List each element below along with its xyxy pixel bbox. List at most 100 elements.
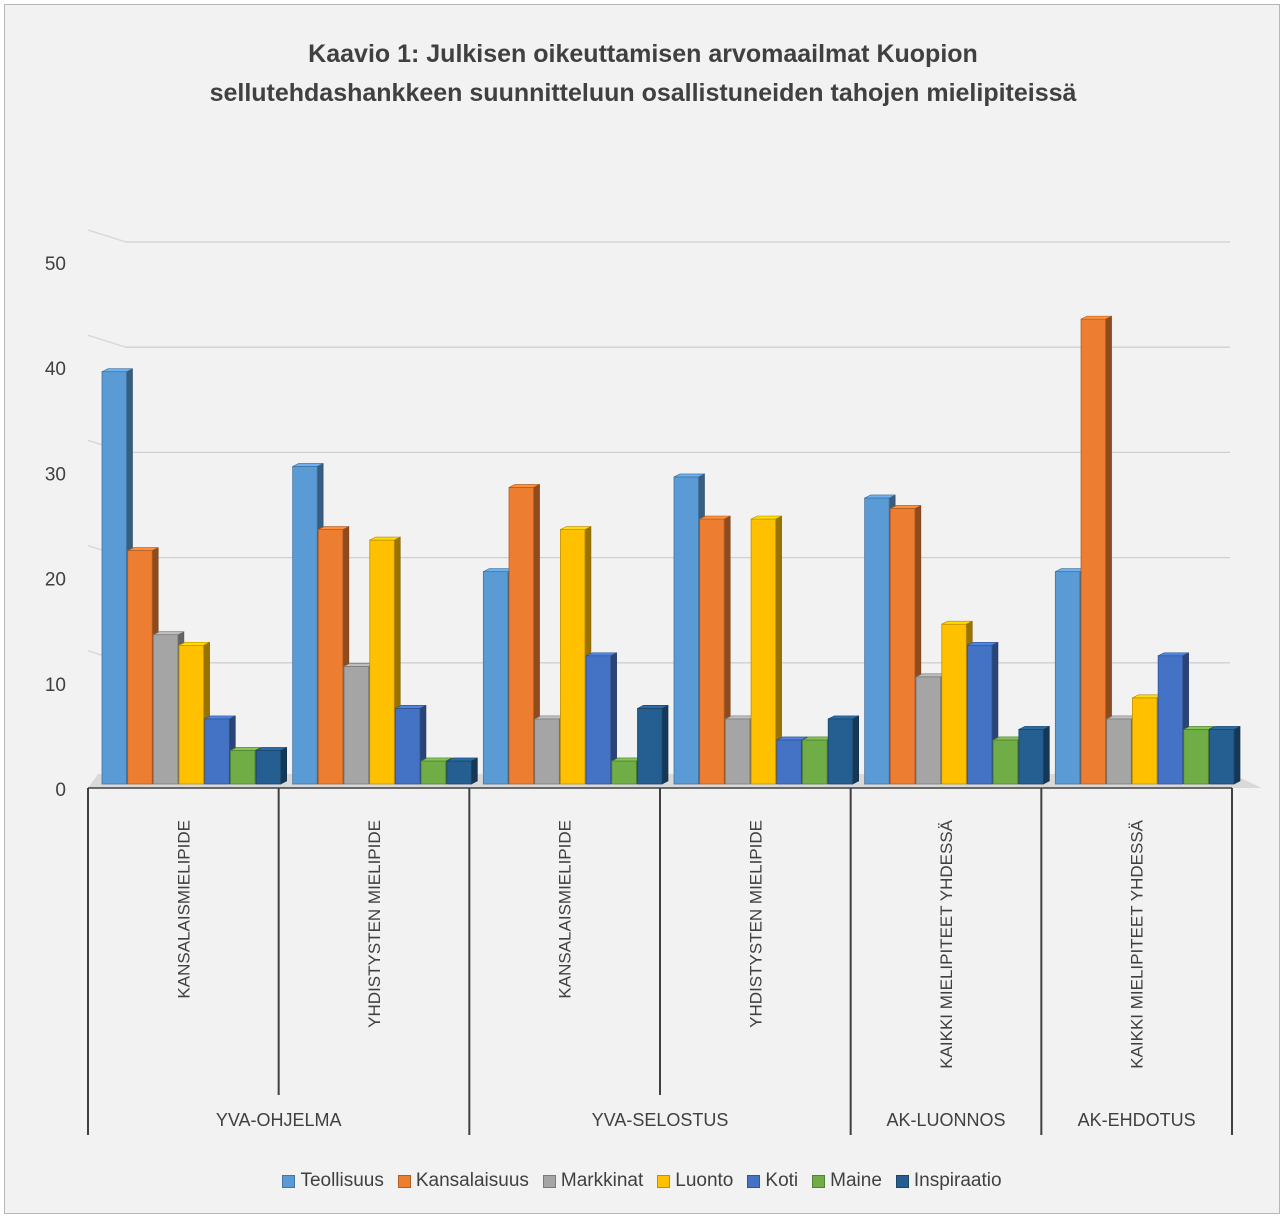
bar-top: [153, 631, 185, 636]
chart-title: Kaavio 1: Julkisen oikeuttamisen arvomaa…: [5, 35, 1281, 113]
bar-top: [560, 526, 592, 530]
bar-top: [318, 526, 350, 530]
group-label: YVA-OHJELMA: [216, 1110, 342, 1130]
bar: [101, 371, 127, 785]
bar-top: [699, 515, 731, 520]
category-label: KAIKKI MIELIPITEET YHDESSÄ: [937, 819, 956, 1068]
bar-side: [661, 704, 669, 785]
legend-label: Kansalaisuus: [415, 1170, 529, 1191]
bar: [750, 518, 776, 785]
gridline-side: [87, 229, 127, 243]
legend-item: Teollisuus: [282, 1170, 384, 1192]
bar-side: [1105, 315, 1112, 785]
bar-top: [1018, 726, 1050, 730]
bar-top: [750, 515, 782, 520]
bar-side: [471, 757, 478, 785]
bar: [204, 718, 230, 785]
bar-top: [204, 715, 236, 720]
bar: [889, 508, 916, 785]
bar: [420, 760, 447, 785]
y-tick-label: 50: [45, 254, 66, 275]
category-label: KAIKKI MIELIPITEET YHDESSÄ: [1128, 819, 1147, 1068]
bar-top: [673, 473, 705, 478]
y-tick-label: 30: [45, 464, 66, 485]
x-axis: [87, 787, 1233, 1135]
bar: [864, 497, 890, 785]
y-tick-label: 20: [45, 570, 66, 591]
bar: [1054, 571, 1081, 785]
legend-swatch: [812, 1174, 826, 1188]
bar: [1018, 729, 1044, 785]
bar-top: [230, 747, 262, 751]
bar-top: [101, 368, 133, 373]
bar: [1132, 697, 1158, 785]
chart-title-line-2: sellutehdashankkeen suunnitteluun osalli…: [209, 79, 1077, 107]
bar: [152, 634, 179, 785]
bar: [802, 739, 828, 785]
legend-swatch: [657, 1174, 671, 1188]
bar: [611, 760, 637, 785]
gridline-side: [87, 334, 127, 348]
bar: [369, 539, 395, 785]
bar: [534, 718, 560, 785]
legend-item: Maine: [812, 1170, 882, 1192]
bar-chart: 0 10 20 30 40 50 KANSALAISMIELIPIDE YHDISTYSTEN…: [45, 229, 1262, 1135]
legend-label: Teollisuus: [300, 1170, 384, 1191]
bar: [317, 529, 344, 785]
legend-label: Luonto: [675, 1170, 734, 1191]
bar-top: [1080, 315, 1112, 320]
bar: [127, 550, 153, 785]
bar: [292, 465, 318, 785]
bar: [1157, 655, 1184, 785]
chart-title-line-1: Kaavio 1: Julkisen oikeuttamisen arvomaa…: [308, 40, 978, 68]
bar-top: [446, 757, 478, 762]
bar-side: [852, 715, 860, 785]
legend-item: Luonto: [657, 1170, 733, 1192]
bar: [827, 718, 854, 785]
group-label: YVA-SELOSTUS: [592, 1110, 729, 1130]
bar-top: [256, 747, 287, 751]
bar-top: [508, 484, 540, 488]
bar: [230, 750, 256, 785]
y-tick-label: 40: [45, 359, 66, 380]
bar-top: [967, 641, 999, 646]
bar-top: [1157, 652, 1189, 657]
bars: [101, 315, 1241, 785]
bar: [508, 487, 534, 785]
chart-legend: Teollisuus Kansalaisuus Markkinat Luonto Kot…: [0, 1170, 1284, 1192]
bar-top: [585, 652, 617, 657]
bar: [637, 707, 663, 785]
bar-top: [637, 705, 669, 709]
legend-item: Markkinat: [542, 1170, 644, 1192]
category-label: YHDISTYSTEN MIELIPIDE: [365, 820, 384, 1028]
bar-top: [864, 494, 896, 499]
bar: [1106, 718, 1132, 785]
bar-side: [280, 746, 288, 785]
bar-top: [828, 715, 859, 720]
bar-top: [127, 547, 159, 551]
bar: [941, 623, 967, 785]
bar-top: [890, 505, 922, 509]
bar: [776, 739, 802, 785]
legend-swatch: [895, 1174, 909, 1188]
bar: [673, 476, 699, 785]
legend-swatch: [282, 1174, 296, 1188]
bar: [915, 676, 941, 785]
bar: [482, 571, 509, 785]
bar-top: [395, 705, 427, 709]
bar: [992, 739, 1019, 785]
category-label: YHDISTYSTEN MIELIPIDE: [746, 820, 765, 1028]
bar: [725, 718, 751, 785]
bar-top: [421, 757, 452, 762]
bar: [585, 655, 612, 785]
bar-top: [1183, 726, 1215, 730]
group-label: AK-EHDOTUS: [1078, 1110, 1196, 1130]
bar-top: [178, 641, 210, 646]
y-tick-label: 10: [45, 675, 66, 696]
category-label: KANSALAISMIELIPIDE: [174, 820, 193, 999]
bar-top: [776, 736, 808, 741]
legend-label: Inspiraatio: [913, 1170, 1002, 1191]
bar: [255, 750, 282, 785]
bar: [699, 518, 725, 785]
legend-label: Markkinat: [560, 1170, 644, 1191]
